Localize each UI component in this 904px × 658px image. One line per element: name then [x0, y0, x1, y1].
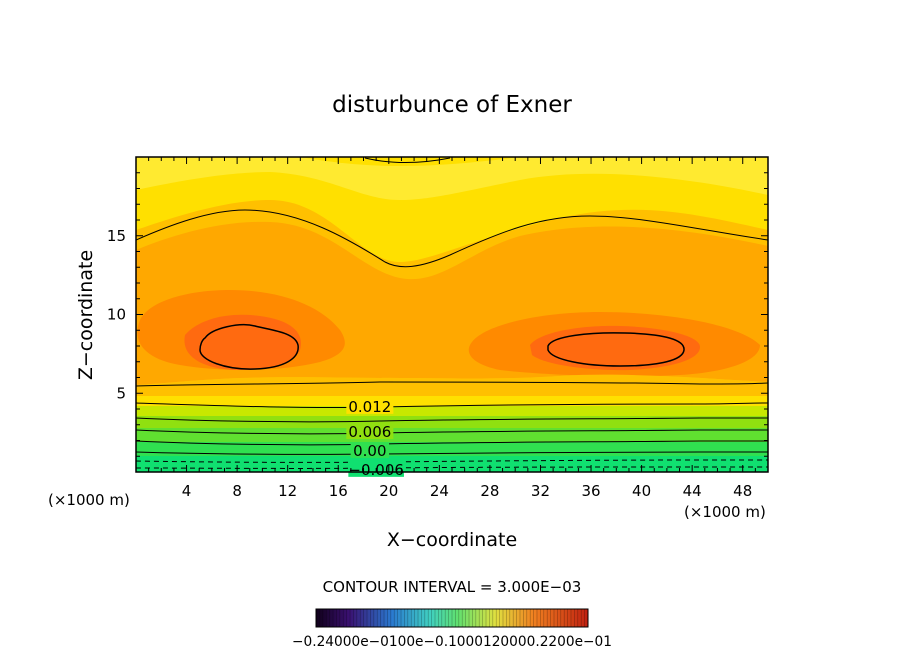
contour-label-bg [346, 397, 394, 414]
colorbar: −0.24000e−0100e−0.1000120000.2200e−01 [292, 608, 612, 650]
x-tick-label: 44 [683, 482, 702, 500]
y-tick-label: 15 [107, 227, 126, 245]
x-unit-right: (×1000 m) [684, 503, 766, 521]
contour-line-upper [136, 209, 768, 268]
x-tick-label: 36 [581, 482, 600, 500]
band-green-light [136, 416, 768, 430]
chart-title: disturbunce of Exner [332, 92, 572, 118]
band-green-low [136, 456, 768, 472]
x-tick-label: 28 [480, 482, 499, 500]
contour-ellipse-right [547, 332, 685, 367]
band-green-mid [136, 428, 768, 444]
x-tick-label: 48 [733, 482, 752, 500]
band-red-left [184, 314, 301, 370]
contour-line-neg006 [136, 466, 768, 469]
x-tick-label: 20 [379, 482, 398, 500]
colorbar-tick-text: −0.24000e−0100e−0.1000120000.2200e−01 [292, 634, 612, 650]
contour-line-top [364, 157, 451, 163]
y-tick-label: 5 [116, 384, 126, 402]
band-yellow-green [136, 406, 768, 418]
contour-line-000 [136, 451, 768, 455]
contour-label: 0.012 [348, 398, 391, 416]
contour-label-bg [346, 423, 394, 440]
x-tick-label: 4 [182, 482, 192, 500]
contour-line-012 [136, 402, 768, 409]
contour-line-012-upper [136, 381, 768, 387]
x-tick-label: 32 [531, 482, 550, 500]
contour-line-006 [136, 429, 768, 435]
x-tick-label: 24 [430, 482, 449, 500]
contour-label-bg [350, 441, 390, 458]
contour-line-009 [136, 417, 768, 423]
x-tick-label: 8 [232, 482, 242, 500]
y-tick-label: 10 [107, 306, 126, 324]
band-yellow-low [136, 396, 768, 408]
colorbar-strip [315, 608, 589, 628]
x-unit-left: (×1000 m) [48, 491, 130, 509]
contour-interval: CONTOUR INTERVAL = 3.000E−03 [323, 578, 582, 596]
x-tick-label: 16 [329, 482, 348, 500]
contour-label: 0.00 [353, 442, 386, 460]
contour-label: 0.006 [348, 423, 391, 441]
band-upper-yellow [136, 157, 768, 262]
x-tick-label: 12 [278, 482, 297, 500]
band-red-right [530, 325, 700, 371]
contour-line-neg003 [136, 459, 768, 463]
contour-ellipse-left [199, 324, 299, 370]
x-tick-label: 40 [632, 482, 651, 500]
band-top-pale [136, 157, 768, 200]
y-axis-label: Z−coordinate [75, 250, 97, 380]
contour-line-003 [136, 440, 768, 446]
colorbar-lines [319, 609, 585, 627]
x-axis-label: X−coordinate [387, 529, 517, 551]
band-light-orange-low [136, 374, 768, 400]
